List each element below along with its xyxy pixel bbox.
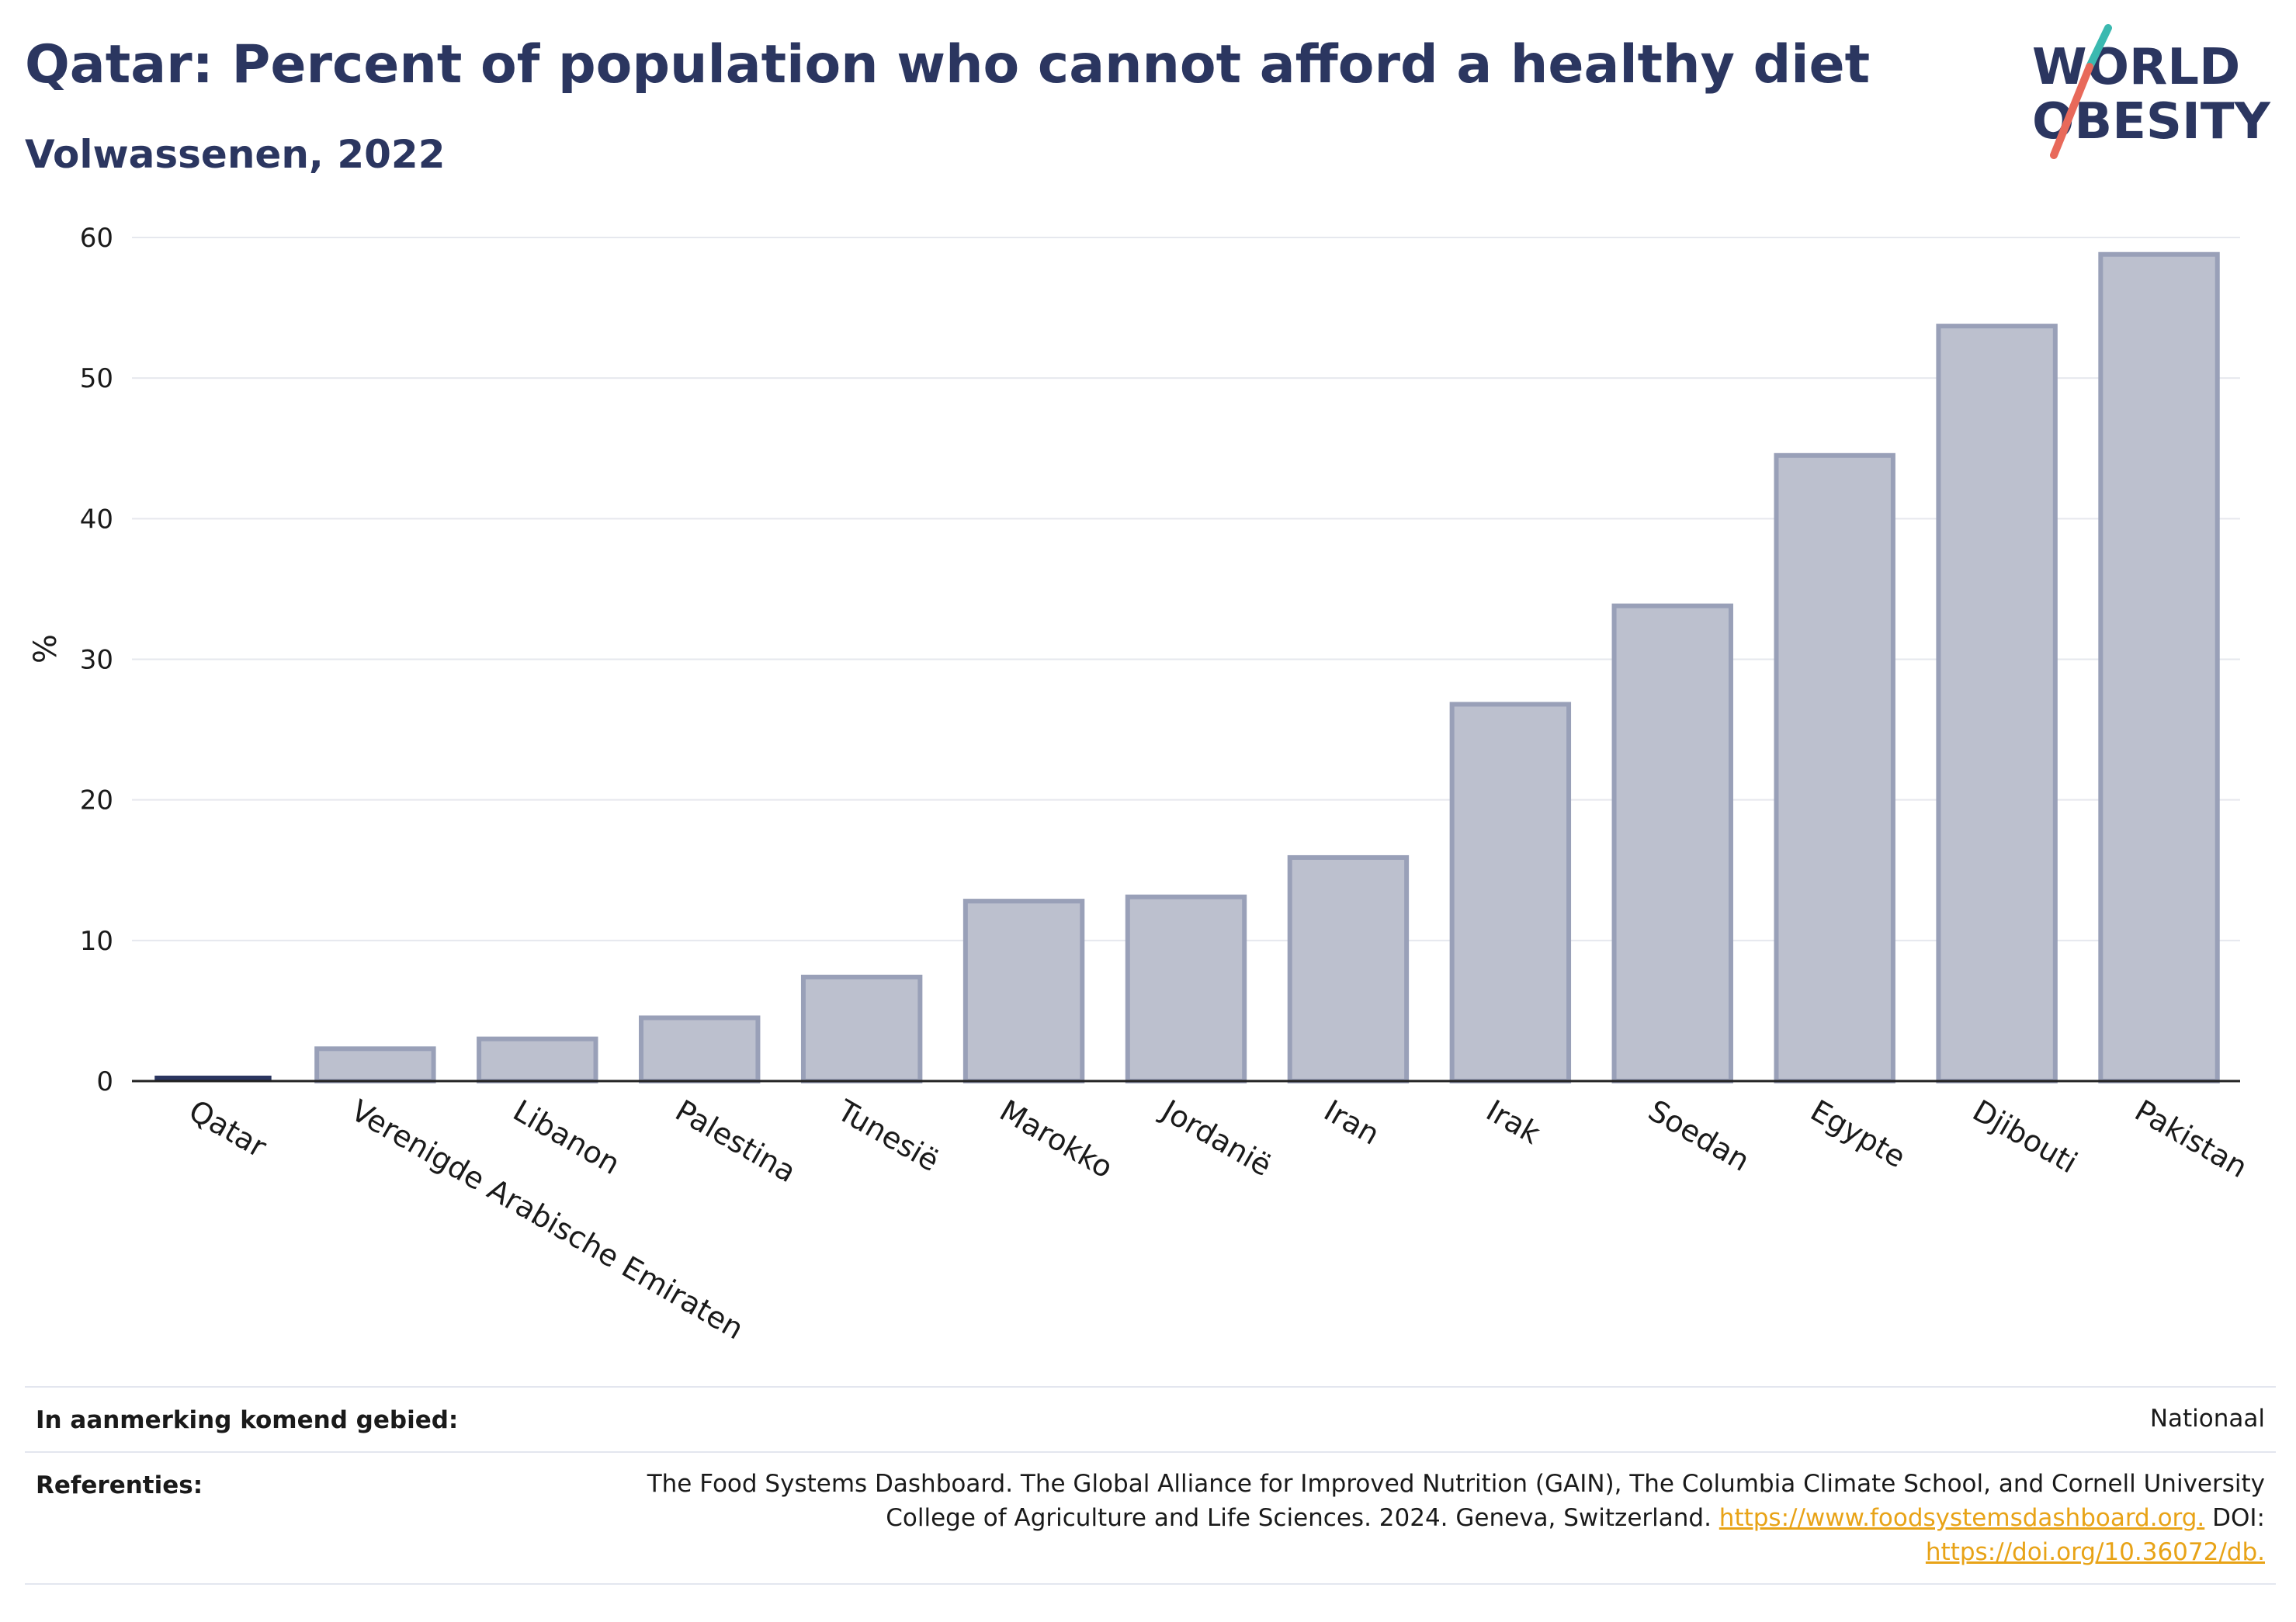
- eligible-area-label: In aanmerking komend gebied:: [36, 1406, 459, 1434]
- foodsystems-dashboard-link[interactable]: https://www.foodsystemsdashboard.org.: [1719, 1504, 2205, 1532]
- eligible-area-value: Nationaal: [2149, 1405, 2265, 1433]
- bar-pakistan: [2098, 251, 2220, 1083]
- x-tick-label-marokko: Marokko: [994, 1093, 1119, 1185]
- logo-text-world: WORLD: [2032, 39, 2240, 96]
- x-tick-label-qatar: Qatar: [183, 1093, 272, 1165]
- x-tick-label-palestina: Palestina: [670, 1093, 802, 1190]
- bar-libanon: [477, 1036, 598, 1084]
- x-tick-label-tunesië: Tunesië: [831, 1093, 945, 1178]
- world-obesity-logo: WORLD OBESITY: [2032, 24, 2270, 159]
- x-tick-label-iran: Iran: [1318, 1093, 1385, 1152]
- references-line-3: https://doi.org/10.36072/db.: [647, 1535, 2265, 1569]
- bar-egypte: [1774, 452, 1895, 1083]
- x-tick-label-pakistan: Pakistan: [2129, 1093, 2253, 1185]
- bar-marokko: [962, 899, 1085, 1084]
- doi-label: DOI:: [2212, 1504, 2265, 1532]
- y-tick-label-20: 20: [80, 785, 113, 816]
- grid-lines: [132, 237, 2240, 941]
- y-tick-label-10: 10: [80, 926, 113, 957]
- logo-slash-coral: [2050, 63, 2093, 159]
- bar-soedan: [1611, 603, 1733, 1083]
- footer-row-references: Referenties: The Food Systems Dashboard.…: [25, 1451, 2276, 1585]
- y-axis-title: %: [28, 634, 64, 664]
- bar-djibouti: [1936, 324, 2058, 1083]
- y-tick-label-0: 0: [96, 1066, 113, 1097]
- doi-link[interactable]: https://doi.org/10.36072/db.: [1925, 1538, 2265, 1566]
- bar-palestina: [639, 1015, 761, 1083]
- references-line-2-text: College of Agriculture and Life Sciences…: [886, 1504, 1712, 1532]
- bar-jordanië: [1125, 894, 1247, 1083]
- y-tick-label-30: 30: [80, 645, 113, 676]
- references-label: Referenties:: [36, 1471, 203, 1499]
- footer-row-eligible: In aanmerking komend gebied: Nationaal: [25, 1386, 2276, 1453]
- bar-irak: [1449, 702, 1572, 1083]
- references-line-1: The Food Systems Dashboard. The Global A…: [647, 1470, 2265, 1498]
- references-line-2: College of Agriculture and Life Sciences…: [647, 1501, 2265, 1535]
- y-tick-label-60: 60: [80, 223, 113, 254]
- y-tick-label-40: 40: [80, 504, 113, 535]
- chart-subtitle: Volwassenen, 2022: [25, 132, 446, 177]
- bar-qatar: [154, 1076, 272, 1081]
- chart-title: Qatar: Percent of population who cannot …: [25, 34, 1871, 95]
- bar-tunesië: [800, 974, 923, 1083]
- x-tick-label-djibouti: Djibouti: [1967, 1093, 2083, 1180]
- logo-slash-teal: [2086, 24, 2112, 71]
- bar-verenigde-arabische-emiraten: [314, 1046, 436, 1083]
- references-text: The Food Systems Dashboard. The Global A…: [647, 1467, 2265, 1569]
- x-tick-label-egypte: Egypte: [1805, 1093, 1911, 1175]
- x-tick-label-jordanië: Jordanië: [1155, 1093, 1278, 1184]
- x-tick-label-libanon: Libanon: [508, 1093, 626, 1181]
- x-tick-label-irak: Irak: [1480, 1093, 1545, 1151]
- y-tick-label-50: 50: [80, 363, 113, 394]
- bars: [154, 251, 2220, 1084]
- bar-iran: [1287, 854, 1410, 1083]
- x-tick-label-soedan: Soedan: [1642, 1093, 1755, 1178]
